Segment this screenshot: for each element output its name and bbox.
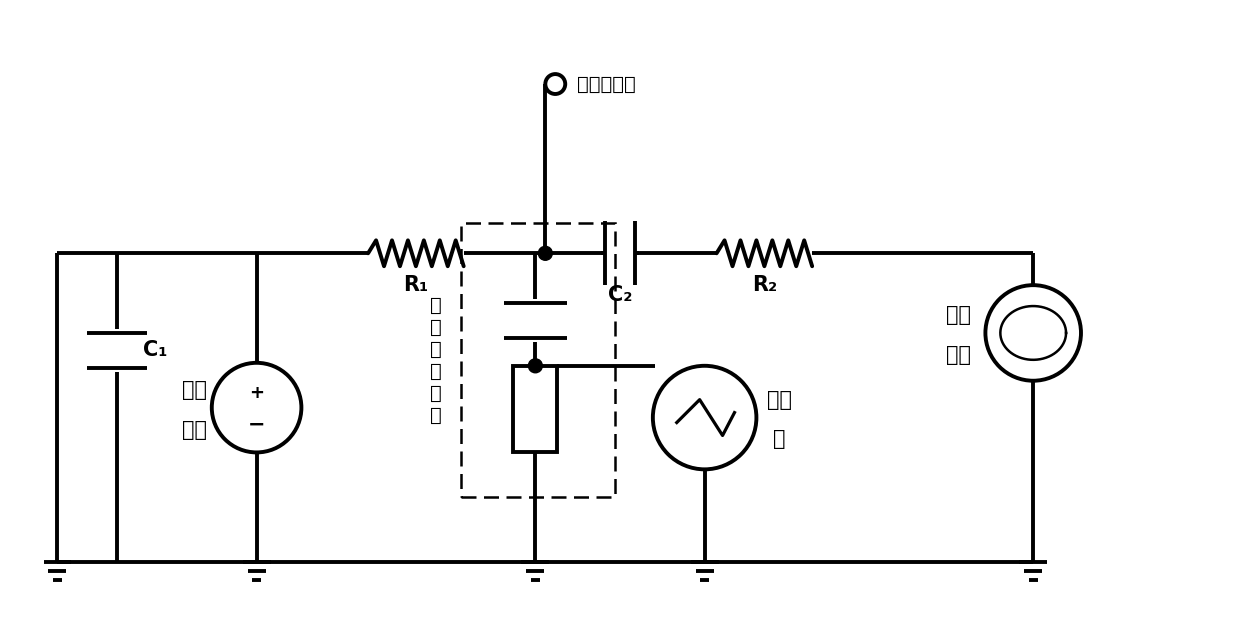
Text: C₁: C₁ <box>143 340 167 360</box>
Text: 阻
抗
分
压
模
块: 阻 抗 分 压 模 块 <box>430 296 441 425</box>
Text: 电源: 电源 <box>182 420 207 440</box>
Text: 示波: 示波 <box>766 390 792 410</box>
Text: R₁: R₁ <box>403 275 429 295</box>
Circle shape <box>652 366 756 470</box>
Text: 谐波: 谐波 <box>946 305 971 325</box>
Text: 直流: 直流 <box>182 380 207 399</box>
Text: R₂: R₂ <box>751 275 777 295</box>
Circle shape <box>528 359 542 373</box>
Bar <box>513 366 557 452</box>
Bar <box>461 223 615 497</box>
Text: 高压输出端: 高压输出端 <box>577 75 636 94</box>
Text: C₂: C₂ <box>608 285 632 305</box>
Text: +: + <box>249 383 264 402</box>
Text: 电源: 电源 <box>946 345 971 365</box>
Text: 器: 器 <box>773 429 786 450</box>
Text: −: − <box>248 415 265 434</box>
Circle shape <box>538 246 552 260</box>
